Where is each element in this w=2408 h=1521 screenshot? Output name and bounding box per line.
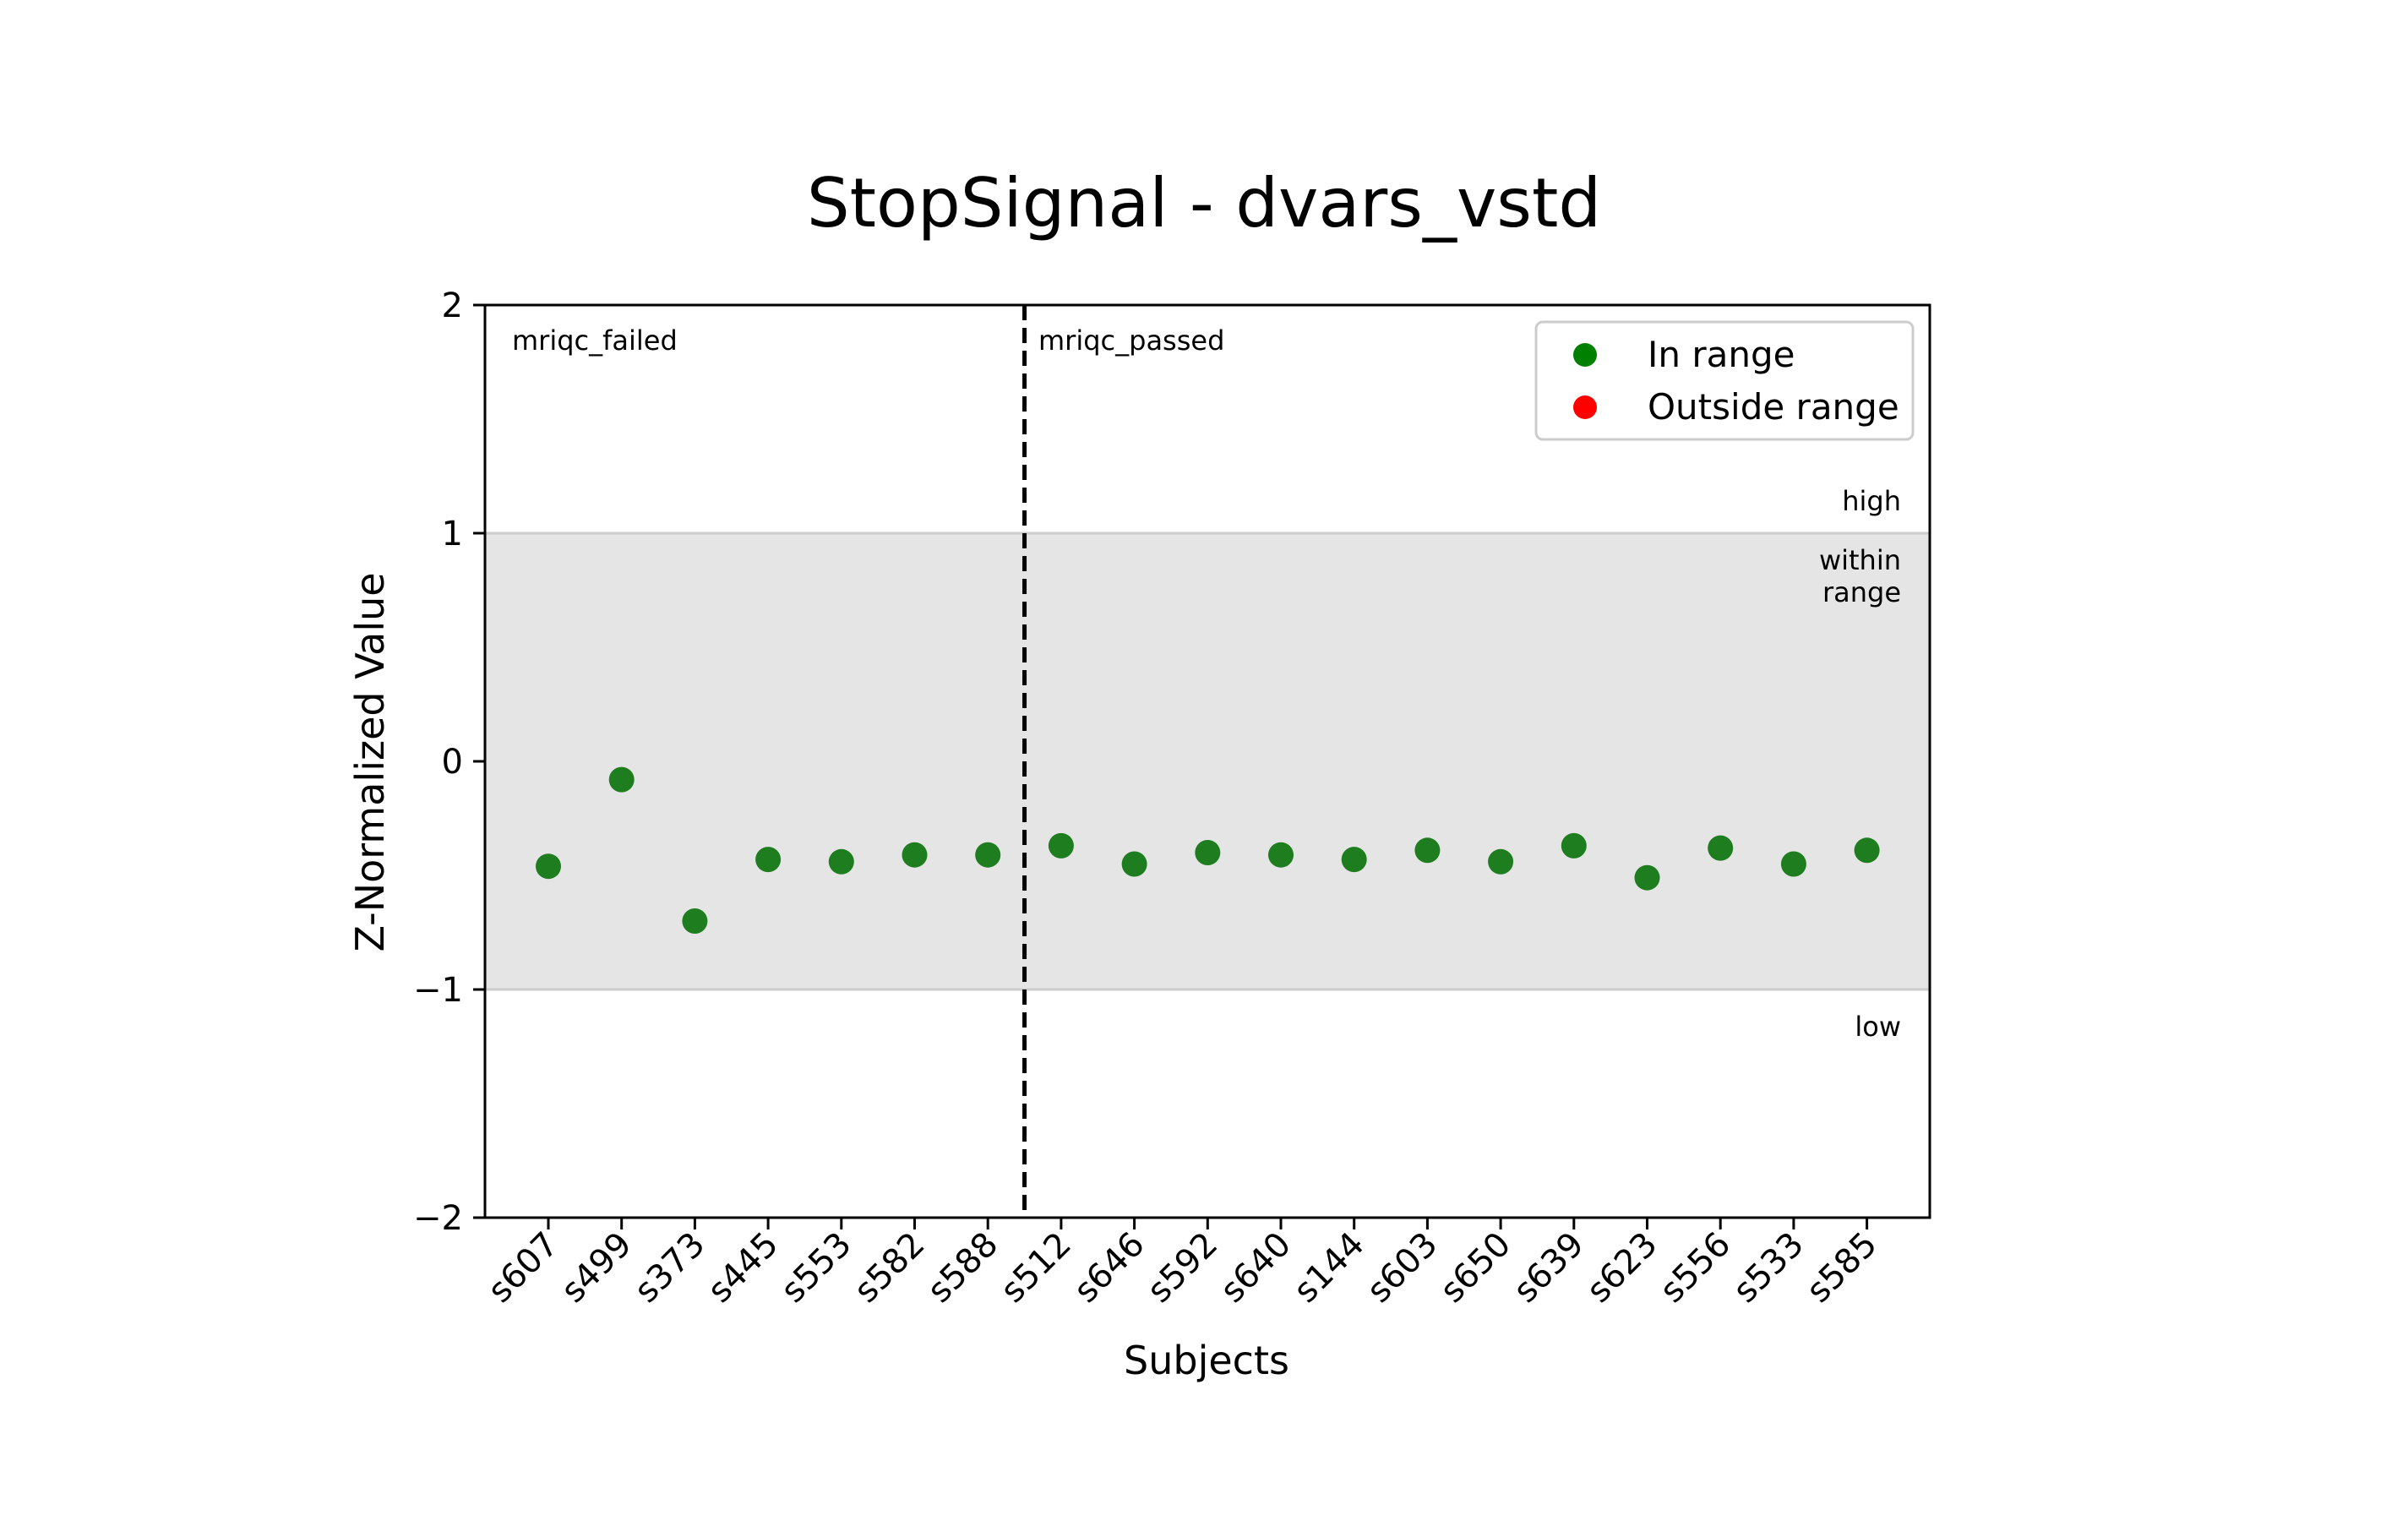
data-point-s445 xyxy=(755,847,782,873)
legend: In range Outside range xyxy=(1534,320,1915,441)
legend-marker-in-range xyxy=(1573,343,1597,367)
data-point-s553 xyxy=(828,848,854,875)
y-axis: 2 1 0 −1 −2 xyxy=(413,286,485,1238)
data-point-s585 xyxy=(1854,837,1880,864)
x-axis-label: Subjects xyxy=(1124,1338,1289,1383)
x-tick-label-s623: s623 xyxy=(1579,1225,1664,1311)
y-tick-label: −2 xyxy=(413,1199,463,1238)
x-tick-label-s592: s592 xyxy=(1140,1225,1225,1311)
data-point-s499 xyxy=(608,766,635,793)
data-point-s603 xyxy=(1414,837,1441,864)
data-point-s556 xyxy=(1708,835,1734,861)
x-tick-label-s553: s553 xyxy=(774,1225,859,1311)
mriqc-failed-label: mriqc_failed xyxy=(512,324,678,357)
mriqc-passed-label: mriqc_passed xyxy=(1038,324,1224,357)
x-tick-label-s650: s650 xyxy=(1433,1225,1518,1311)
data-point-s623 xyxy=(1634,864,1660,891)
y-tick-label: 1 xyxy=(442,515,463,553)
data-point-s639 xyxy=(1561,832,1587,859)
data-point-s582 xyxy=(902,842,928,868)
y-tick-label: 0 xyxy=(442,743,463,782)
x-tick-label-s499: s499 xyxy=(554,1225,640,1311)
x-tick-label-s588: s588 xyxy=(920,1225,1005,1311)
x-tick-label-s144: s144 xyxy=(1287,1225,1372,1311)
y-tick-label: −1 xyxy=(413,971,463,1010)
data-point-s650 xyxy=(1488,848,1514,875)
x-tick-label-s512: s512 xyxy=(994,1225,1079,1311)
data-point-s646 xyxy=(1121,851,1147,877)
within-region-label-line2: range xyxy=(1822,576,1901,608)
x-tick-label-s607: s607 xyxy=(481,1225,566,1311)
data-point-s373 xyxy=(682,908,708,934)
data-point-s592 xyxy=(1195,840,1221,865)
data-point-s588 xyxy=(975,842,1001,868)
x-tick-label-s603: s603 xyxy=(1359,1225,1445,1311)
data-points xyxy=(536,766,1880,934)
x-tick-label-s640: s640 xyxy=(1213,1225,1299,1311)
within-range-band xyxy=(485,533,1930,989)
data-point-s144 xyxy=(1341,847,1367,873)
data-point-s607 xyxy=(536,853,561,880)
legend-label-in-range: In range xyxy=(1648,334,1795,375)
data-point-s640 xyxy=(1268,842,1294,868)
data-point-s533 xyxy=(1780,851,1806,877)
x-axis: s607s499s373s445s553s582s588s512s646s592… xyxy=(481,1218,1885,1311)
x-tick-label-s582: s582 xyxy=(847,1225,932,1311)
x-tick-label-s646: s646 xyxy=(1066,1225,1152,1311)
x-tick-label-s533: s533 xyxy=(1726,1225,1811,1311)
low-region-label: low xyxy=(1855,1011,1901,1043)
legend-box xyxy=(1534,320,1915,441)
y-tick-label: 2 xyxy=(442,286,463,325)
x-tick-label-s445: s445 xyxy=(700,1225,786,1311)
chart-title: StopSignal - dvars_vstd xyxy=(807,164,1601,243)
legend-label-outside-range: Outside range xyxy=(1648,386,1899,428)
high-region-label: high xyxy=(1842,485,1901,517)
data-point-s512 xyxy=(1048,832,1074,859)
legend-marker-outside-range xyxy=(1573,395,1597,419)
x-tick-label-s639: s639 xyxy=(1506,1225,1592,1311)
y-axis-label: Z-Normalized Value xyxy=(347,572,393,951)
x-tick-label-s556: s556 xyxy=(1653,1225,1738,1311)
within-region-label-line1: within xyxy=(1819,544,1901,576)
x-tick-label-s585: s585 xyxy=(1799,1225,1884,1311)
x-tick-label-s373: s373 xyxy=(627,1225,712,1311)
